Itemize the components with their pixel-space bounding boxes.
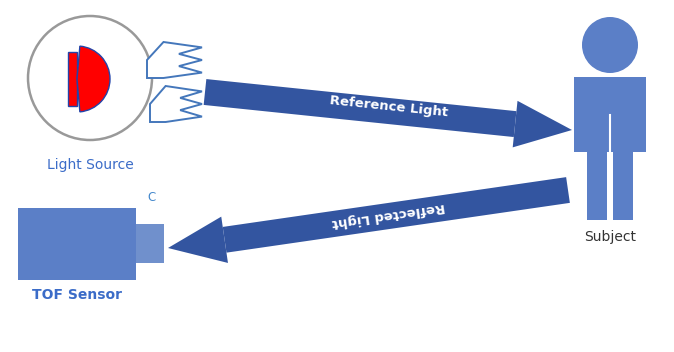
Text: Reference Light: Reference Light <box>329 94 448 120</box>
Bar <box>68 52 77 106</box>
Polygon shape <box>513 101 572 147</box>
Text: Light Source: Light Source <box>47 158 133 172</box>
Circle shape <box>582 17 638 73</box>
Text: Subject: Subject <box>584 230 636 244</box>
Text: TOF Sensor: TOF Sensor <box>32 288 122 302</box>
Bar <box>587 77 633 114</box>
Text: C: C <box>148 191 156 204</box>
Text: Reflected Light: Reflected Light <box>330 200 446 230</box>
Circle shape <box>28 16 152 140</box>
Polygon shape <box>204 79 516 137</box>
Polygon shape <box>222 177 570 253</box>
Polygon shape <box>150 86 202 122</box>
Bar <box>136 224 164 263</box>
Bar <box>613 114 633 220</box>
Wedge shape <box>77 46 110 112</box>
Polygon shape <box>147 42 202 78</box>
Bar <box>587 114 607 220</box>
Bar <box>18 208 136 280</box>
Bar <box>574 77 646 152</box>
Polygon shape <box>168 216 228 263</box>
